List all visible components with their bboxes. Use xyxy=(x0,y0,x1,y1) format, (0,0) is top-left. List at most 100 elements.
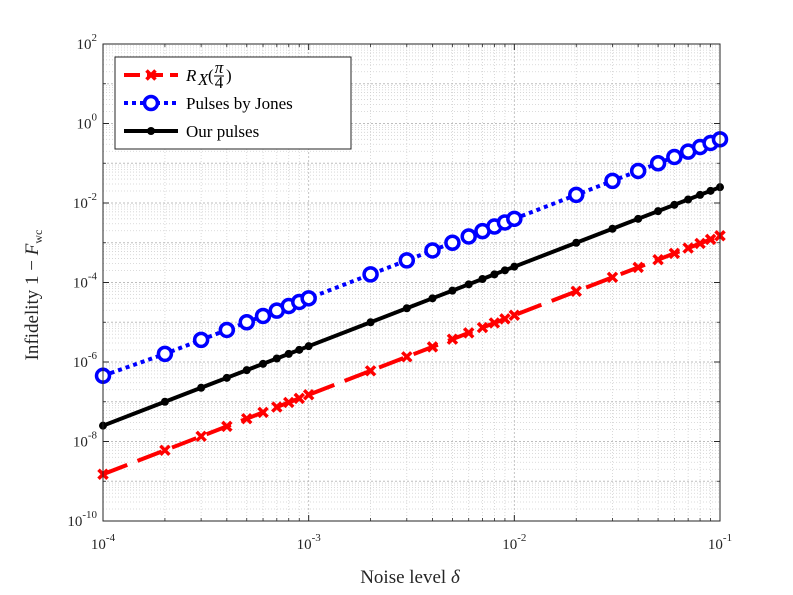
y-tick-label: 102 xyxy=(77,32,98,53)
data-point-our-pulses xyxy=(448,286,457,295)
data-point-r-x-4 xyxy=(508,309,521,321)
legend-marker-jones xyxy=(142,94,160,112)
data-point-pulses-by-jones xyxy=(567,186,585,204)
data-point-our-pulses xyxy=(608,224,617,233)
data-point-r-x-4 xyxy=(195,430,207,443)
y-tick-label: 10-10 xyxy=(67,509,97,530)
axis-ticks xyxy=(102,43,721,522)
x-tick-label: 10-2 xyxy=(502,532,526,553)
data-point-r-x-4 xyxy=(426,341,439,353)
data-point-r-x-4 xyxy=(668,247,681,260)
data-point-our-pulses xyxy=(259,359,268,368)
data-point-our-pulses xyxy=(464,280,473,289)
legend-label-rx-close: ) xyxy=(226,66,232,85)
y-tick-label: 10-8 xyxy=(73,430,98,451)
data-point-pulses-by-jones xyxy=(460,228,477,245)
data-point-our-pulses xyxy=(242,366,251,375)
legend-entry-jones: Pulses by Jones xyxy=(124,94,293,113)
data-point-our-pulses xyxy=(670,200,679,209)
data-point-our-pulses xyxy=(490,270,499,279)
x-tick-label: 10-3 xyxy=(297,532,322,553)
data-point-our-pulses xyxy=(402,304,411,313)
data-point-our-pulses xyxy=(654,207,663,216)
series-layer xyxy=(94,131,729,480)
data-point-r-x-4 xyxy=(221,420,233,433)
data-point-our-pulses xyxy=(366,318,375,327)
data-point-our-pulses xyxy=(634,214,643,223)
data-point-our-pulses xyxy=(222,373,231,382)
data-point-our-pulses xyxy=(197,383,206,392)
legend-marker-rx xyxy=(145,69,157,81)
data-point-r-x-4 xyxy=(446,333,459,345)
data-point-pulses-by-jones xyxy=(604,172,621,190)
legend-marker-ours xyxy=(147,127,155,135)
data-point-pulses-by-jones xyxy=(666,148,683,166)
data-point-pulses-by-jones xyxy=(506,210,523,228)
data-point-r-x-4 xyxy=(364,365,377,377)
data-point-r-x-4 xyxy=(704,233,717,246)
data-point-r-x-4 xyxy=(606,271,619,284)
data-point-pulses-by-jones xyxy=(629,162,647,180)
data-point-pulses-by-jones xyxy=(192,331,210,349)
data-point-r-x-4 xyxy=(652,253,664,266)
y-tick-label: 100 xyxy=(77,112,98,133)
y-tick-label: 10-2 xyxy=(73,191,97,212)
data-point-our-pulses xyxy=(696,190,705,199)
data-point-r-x-4 xyxy=(570,285,582,298)
y-tick-label: 10-4 xyxy=(73,271,98,292)
legend-label-ours: Our pulses xyxy=(186,122,259,141)
data-point-our-pulses xyxy=(510,262,519,271)
data-point-our-pulses xyxy=(684,195,693,204)
y-tick-labels: 10-10 10-8 10-6 10-4 10-2 100 102 xyxy=(67,32,97,530)
data-point-our-pulses xyxy=(478,274,487,283)
data-point-r-x-4 xyxy=(682,242,694,254)
data-point-our-pulses xyxy=(272,354,281,363)
data-point-pulses-by-jones xyxy=(254,307,272,325)
legend-label-rx-open: ( xyxy=(208,66,214,85)
data-point-r-x-4 xyxy=(302,389,315,401)
legend-label-rx-den: 4 xyxy=(215,73,224,92)
series-line-pulses-by-jones xyxy=(102,137,721,378)
data-point-pulses-by-jones xyxy=(649,155,667,172)
y-axis-label: Infidelity 1 − Fwc xyxy=(22,230,45,361)
data-point-r-x-4 xyxy=(257,406,269,419)
legend-entry-ours: Our pulses xyxy=(124,122,259,141)
data-point-our-pulses xyxy=(428,294,437,303)
data-point-our-pulses xyxy=(284,349,293,358)
data-point-pulses-by-jones xyxy=(218,321,236,339)
data-point-r-x-4 xyxy=(293,392,305,405)
x-axis-label: Noise level δ xyxy=(360,567,461,588)
data-point-our-pulses xyxy=(160,397,169,406)
data-point-our-pulses xyxy=(572,238,581,247)
x-tick-labels: 10-4 10-3 10-2 10-1 xyxy=(91,532,732,553)
data-point-pulses-by-jones xyxy=(156,345,174,363)
legend-label-rx-main: R xyxy=(185,66,197,85)
data-point-r-x-4 xyxy=(694,237,706,250)
data-point-r-x-4 xyxy=(488,317,501,329)
data-point-pulses-by-jones xyxy=(398,252,416,269)
data-point-pulses-by-jones xyxy=(424,242,441,259)
data-point-r-x-4 xyxy=(241,412,253,425)
y-tick-label: 10-6 xyxy=(73,350,98,371)
x-tick-label: 10-1 xyxy=(708,532,732,553)
data-point-our-pulses xyxy=(500,266,509,275)
series-line-our-pulses xyxy=(102,185,721,428)
data-point-r-x-4 xyxy=(283,396,295,409)
legend-entry-rx: R X ( π 4 ) xyxy=(124,58,232,92)
data-point-r-x-4 xyxy=(462,327,475,339)
data-point-our-pulses xyxy=(304,342,313,351)
data-point-r-x-4 xyxy=(476,321,489,334)
data-point-pulses-by-jones xyxy=(444,234,461,251)
x-tick-label: 10-4 xyxy=(91,532,116,553)
data-point-pulses-by-jones xyxy=(362,266,379,283)
data-point-r-x-4 xyxy=(271,401,283,413)
data-point-pulses-by-jones xyxy=(238,314,256,331)
data-point-r-x-4 xyxy=(159,444,171,457)
data-point-our-pulses xyxy=(295,345,304,354)
data-point-r-x-4 xyxy=(632,261,644,274)
legend: R X ( π 4 ) Pulses by Jones Our pulses xyxy=(114,56,352,150)
legend-label-rx-num: π xyxy=(215,58,224,77)
data-point-r-x-4 xyxy=(499,313,511,325)
data-point-r-x-4 xyxy=(401,351,413,363)
